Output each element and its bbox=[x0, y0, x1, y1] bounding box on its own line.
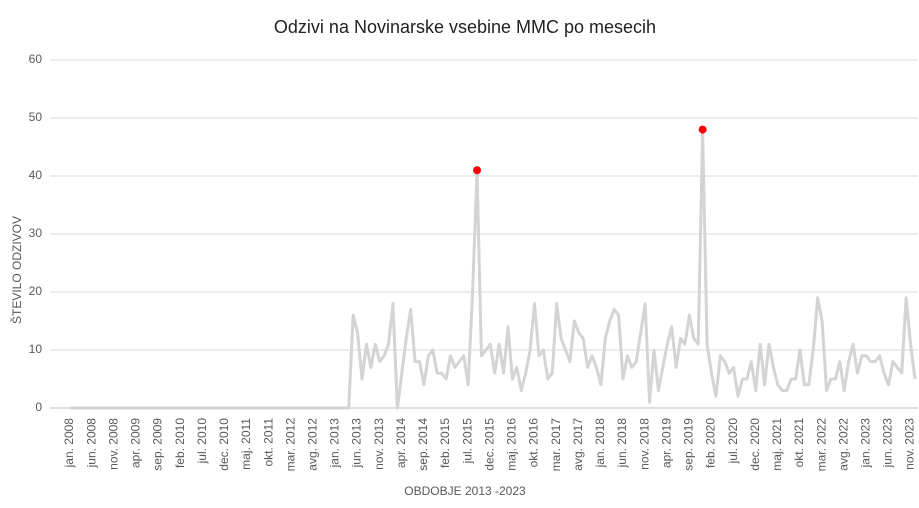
x-tick-label: nov. 2013 bbox=[372, 418, 386, 470]
x-tick-label: jun. 2013 bbox=[350, 418, 364, 469]
x-tick-label: jun. 2018 bbox=[615, 418, 629, 469]
y-tick-label: 60 bbox=[29, 52, 43, 66]
x-tick-label: jul. 2010 bbox=[195, 418, 209, 465]
x-tick-label: avg. 2022 bbox=[836, 418, 850, 471]
x-tick-label: feb. 2020 bbox=[704, 418, 718, 468]
x-tick-label: jul. 2015 bbox=[460, 418, 474, 465]
x-axis-title: OBDOBJE 2013 -2023 bbox=[404, 484, 526, 498]
x-tick-label: apr. 2014 bbox=[394, 418, 408, 468]
x-tick-label: feb. 2015 bbox=[438, 418, 452, 468]
x-tick-label: maj. 2011 bbox=[239, 418, 253, 470]
y-tick-label: 50 bbox=[29, 110, 43, 124]
x-tick-label: avg. 2012 bbox=[305, 418, 319, 471]
x-tick-label: jan. 2018 bbox=[593, 418, 607, 469]
y-tick-label: 0 bbox=[35, 400, 42, 414]
marker bbox=[473, 166, 482, 175]
chart-title: Odzivi na Novinarske vsebine MMC po mese… bbox=[274, 17, 656, 37]
x-tick-label: avg. 2017 bbox=[571, 418, 585, 471]
series-line bbox=[70, 128, 917, 410]
x-tick-label: dec. 2010 bbox=[217, 418, 231, 471]
x-tick-label: mar. 2017 bbox=[549, 418, 563, 472]
marker bbox=[698, 125, 707, 134]
x-tick-label: nov. 2008 bbox=[106, 418, 120, 470]
x-tick-label: jul. 2020 bbox=[726, 418, 740, 465]
x-tick-label: okt. 2021 bbox=[792, 418, 806, 468]
x-tick-label: sep. 2014 bbox=[416, 418, 430, 471]
y-tick-label: 30 bbox=[29, 226, 43, 240]
x-tick-label: okt. 2011 bbox=[261, 418, 275, 467]
x-tick-label: mar. 2012 bbox=[283, 418, 297, 472]
y-tick-label: 20 bbox=[29, 284, 43, 298]
x-tick-label: jan. 2023 bbox=[859, 418, 873, 469]
x-tick-label: jun. 2008 bbox=[84, 418, 98, 469]
x-tick-label: dec. 2020 bbox=[748, 418, 762, 471]
x-tick-label: feb. 2010 bbox=[173, 418, 187, 468]
y-axis-title: ŠTEVILO ODZIVOV bbox=[9, 216, 24, 324]
x-tick-label: sep. 2019 bbox=[682, 418, 696, 471]
x-tick-label: apr. 2019 bbox=[659, 418, 673, 468]
y-tick-label: 40 bbox=[29, 168, 43, 182]
x-tick-label: sep. 2009 bbox=[151, 418, 165, 471]
x-tick-label: jan. 2013 bbox=[328, 418, 342, 469]
x-tick-label: maj. 2021 bbox=[770, 418, 784, 471]
y-tick-label: 10 bbox=[29, 342, 43, 356]
x-tick-label: nov. 2023 bbox=[903, 418, 917, 470]
x-tick-label: apr. 2009 bbox=[129, 418, 143, 468]
x-tick-label: maj. 2016 bbox=[505, 418, 519, 471]
x-tick-label: mar. 2022 bbox=[814, 418, 828, 472]
x-tick-label: okt. 2016 bbox=[527, 418, 541, 468]
x-tick-label: jun. 2023 bbox=[881, 418, 895, 469]
x-tick-label: dec. 2015 bbox=[482, 418, 496, 471]
x-tick-label: jan. 2008 bbox=[62, 418, 76, 469]
x-tick-label: nov. 2018 bbox=[637, 418, 651, 470]
